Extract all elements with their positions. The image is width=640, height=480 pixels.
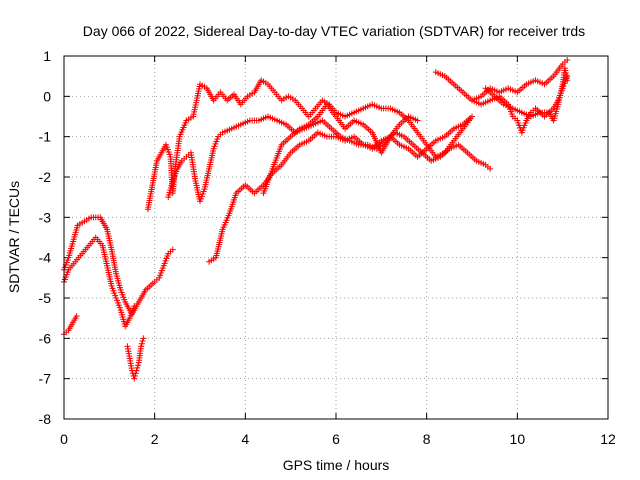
x-tick-label: 6 (332, 431, 340, 447)
y-tick-label: -3 (39, 209, 52, 225)
y-tick-label: -8 (39, 411, 52, 427)
chart-title: Day 066 of 2022, Sidereal Day-to-day VTE… (83, 23, 585, 39)
series-trace-e (144, 77, 475, 213)
plot-frame (63, 55, 609, 420)
series-trace-j (469, 73, 571, 136)
data-point (469, 113, 475, 120)
data-point (138, 340, 145, 347)
data-point (487, 165, 494, 172)
axis-ticks: 0 2 4 6 8 10 12 -8 -7 -6 -5 -4 -3 -2 -1 0 1 (39, 48, 616, 447)
data-point (134, 364, 141, 371)
y-tick-label: 1 (43, 48, 51, 64)
series-trace-k (482, 65, 571, 124)
x-tick-label: 12 (600, 431, 616, 447)
series-trace-h (260, 101, 421, 197)
data-point (132, 370, 139, 377)
x-tick-label: 8 (423, 431, 431, 447)
x-tick-label: 10 (510, 431, 526, 447)
y-axis-label: SDTVAR / TECUs (6, 181, 22, 293)
x-tick-label: 4 (241, 431, 249, 447)
data-point (135, 362, 142, 369)
data-point (564, 77, 571, 84)
series-trace-f (165, 113, 494, 205)
data-point (132, 372, 139, 379)
y-tick-label: -5 (39, 290, 52, 306)
data-point (169, 246, 176, 253)
data-point (414, 117, 421, 124)
series-trace-d (124, 335, 147, 382)
data-point (131, 375, 138, 382)
y-tick-label: -7 (39, 371, 52, 387)
data-point (564, 57, 571, 64)
series-trace-a (61, 214, 176, 318)
y-tick-label: -6 (39, 330, 52, 346)
data-point (73, 313, 80, 320)
data-point (138, 343, 145, 350)
data-point (133, 367, 140, 374)
data-point (131, 303, 138, 310)
y-tick-label: -1 (39, 129, 52, 145)
data-point (139, 338, 146, 345)
series-trace-c (61, 234, 138, 330)
y-tick-label: 0 (43, 88, 51, 104)
series-trace-g (206, 113, 475, 265)
y-tick-label: -2 (39, 169, 52, 185)
x-tick-label: 0 (60, 431, 68, 447)
x-axis-label: GPS time / hours (283, 457, 390, 473)
data-point (140, 335, 147, 342)
data-points (61, 57, 571, 382)
x-tick-label: 2 (151, 431, 159, 447)
y-tick-label: -4 (39, 250, 52, 266)
